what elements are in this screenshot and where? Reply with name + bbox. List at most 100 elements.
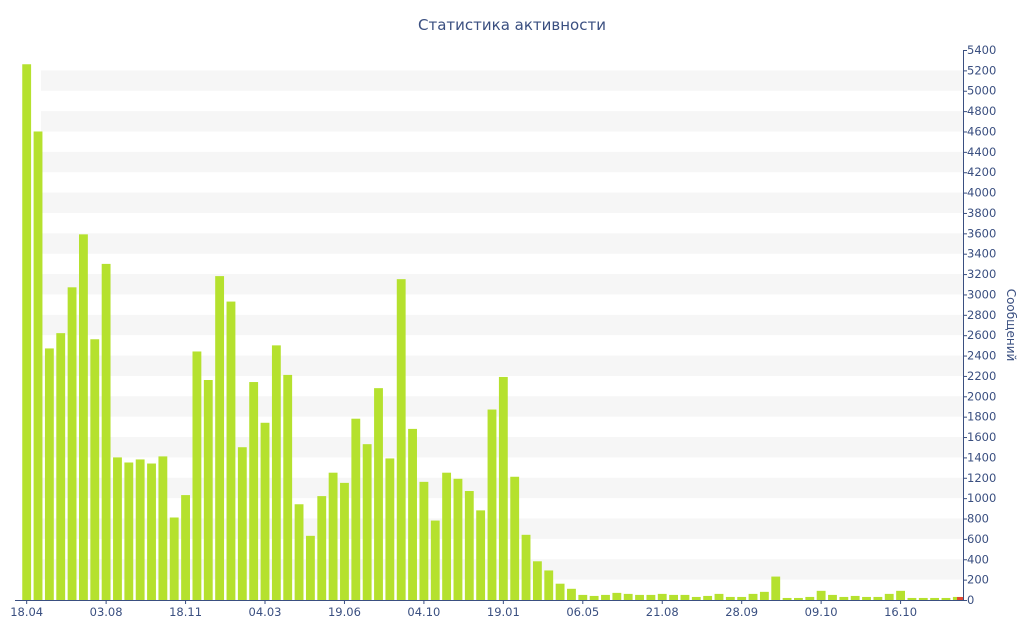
bar[interactable] <box>442 472 452 600</box>
bar[interactable] <box>351 418 361 600</box>
y-tick-label: 5000 <box>967 84 996 98</box>
bars <box>22 64 963 601</box>
bar[interactable] <box>294 504 304 600</box>
bar[interactable] <box>124 462 134 601</box>
bar[interactable] <box>79 234 88 600</box>
bar[interactable] <box>646 594 656 600</box>
bar[interactable] <box>44 348 54 600</box>
bar[interactable] <box>532 561 542 600</box>
y-tick-label: 2800 <box>967 308 996 322</box>
bar[interactable] <box>147 463 156 600</box>
bar[interactable] <box>340 482 349 600</box>
bar[interactable] <box>271 345 281 600</box>
bar[interactable] <box>169 517 179 601</box>
bar[interactable] <box>135 459 145 600</box>
bar[interactable] <box>782 597 792 600</box>
bar[interactable] <box>101 263 111 600</box>
bar[interactable] <box>612 592 622 600</box>
y-tick-label: 1600 <box>967 430 996 444</box>
y-tick-label: 4400 <box>967 145 996 159</box>
bar[interactable] <box>873 596 883 600</box>
bar[interactable] <box>226 301 236 600</box>
bar[interactable] <box>362 444 372 600</box>
bar[interactable] <box>453 478 463 600</box>
bar[interactable] <box>657 593 667 600</box>
bar[interactable] <box>464 491 474 600</box>
bar[interactable] <box>181 495 190 600</box>
bar[interactable] <box>703 595 713 600</box>
y-tick-label: 3600 <box>967 226 996 240</box>
bar[interactable] <box>487 409 497 600</box>
bar[interactable] <box>601 594 610 600</box>
y-tick-label: 4200 <box>967 165 996 179</box>
bar[interactable] <box>430 520 440 600</box>
bar[interactable] <box>794 597 803 600</box>
bar[interactable] <box>419 481 429 600</box>
bar[interactable] <box>260 422 270 600</box>
bar[interactable] <box>215 276 225 600</box>
x-tick-label: 28.09 <box>725 605 758 619</box>
bar[interactable] <box>839 596 849 600</box>
bar[interactable] <box>680 594 690 600</box>
bar[interactable] <box>476 510 486 600</box>
bar[interactable] <box>725 596 735 600</box>
bar[interactable] <box>22 64 32 600</box>
bar[interactable] <box>850 595 860 600</box>
bar[interactable] <box>90 339 100 600</box>
bar[interactable] <box>941 597 951 600</box>
bar[interactable] <box>748 593 758 600</box>
bar[interactable] <box>623 593 633 600</box>
bar[interactable] <box>578 594 588 600</box>
bar[interactable] <box>113 457 122 600</box>
bar[interactable] <box>374 388 383 600</box>
y-tick-label: 3000 <box>967 287 996 301</box>
bar[interactable] <box>544 570 554 600</box>
y-tick-label: 3200 <box>967 267 996 281</box>
bar[interactable] <box>510 476 520 600</box>
bar[interactable] <box>930 597 940 600</box>
bar[interactable] <box>396 279 406 600</box>
bar[interactable] <box>305 535 315 600</box>
grid-band <box>41 70 963 91</box>
bar[interactable] <box>567 588 576 600</box>
bar[interactable] <box>737 596 747 600</box>
bar[interactable] <box>907 597 917 600</box>
grid-band <box>41 274 963 295</box>
bar[interactable] <box>192 351 202 600</box>
bar[interactable] <box>589 595 599 600</box>
bar[interactable] <box>714 593 724 600</box>
bar[interactable] <box>498 376 508 600</box>
bar[interactable] <box>555 583 565 600</box>
bar[interactable] <box>317 496 327 600</box>
x-ticks: 18.04 03.08 18.11 04.03 19.06 04.10 19.01 06.05… <box>10 600 917 619</box>
bar[interactable] <box>328 472 338 600</box>
bar[interactable] <box>521 534 531 600</box>
bar[interactable] <box>816 590 826 600</box>
bar[interactable] <box>828 594 837 600</box>
bar[interactable] <box>759 591 769 600</box>
x-tick-label: 19.01 <box>487 605 520 619</box>
bar[interactable] <box>249 382 259 600</box>
bar[interactable] <box>691 596 701 600</box>
bar[interactable] <box>918 597 928 600</box>
bar[interactable] <box>158 456 168 600</box>
bar[interactable] <box>896 590 905 600</box>
bar[interactable] <box>385 458 395 600</box>
bar[interactable] <box>635 594 644 600</box>
bar[interactable] <box>203 380 213 600</box>
bar[interactable] <box>884 593 894 600</box>
bar[interactable] <box>805 596 815 600</box>
grid-band <box>41 192 963 213</box>
grid-band <box>41 111 963 132</box>
y-tick-label: 2000 <box>967 389 996 403</box>
bar[interactable] <box>283 374 293 600</box>
bar[interactable] <box>56 333 66 600</box>
bar[interactable] <box>33 131 43 601</box>
bar[interactable] <box>771 576 781 600</box>
y-axis-label: Сообщений <box>1004 289 1018 362</box>
bar[interactable] <box>237 447 247 600</box>
bar[interactable] <box>669 594 679 600</box>
bar[interactable] <box>67 287 77 600</box>
bar[interactable] <box>408 428 417 600</box>
bar[interactable] <box>862 596 871 600</box>
